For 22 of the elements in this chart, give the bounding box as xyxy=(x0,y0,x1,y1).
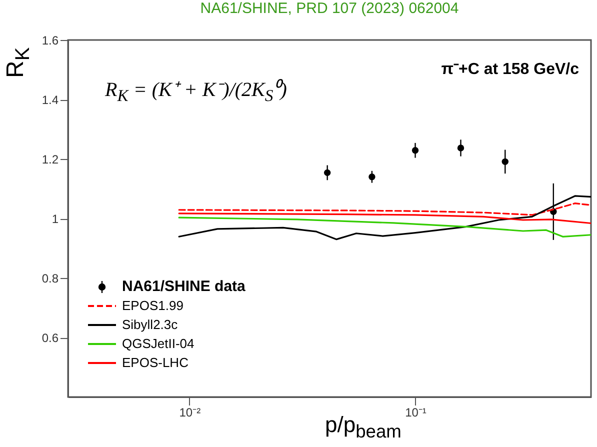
point xyxy=(457,144,464,152)
point xyxy=(324,169,331,176)
legend-label: QGSJetII-04 xyxy=(122,336,194,351)
point xyxy=(412,147,419,154)
y-tick-label: 1 xyxy=(52,212,59,226)
y-tick-label: 1.4 xyxy=(42,93,59,107)
x-tick-label: 10⁻² xyxy=(179,406,201,420)
legend-label: Sibyll2.3c xyxy=(122,317,178,332)
legend-label: EPOS-LHC xyxy=(122,355,188,370)
y-tick-label: 1.2 xyxy=(42,152,59,166)
x-tick-label: 10⁻¹ xyxy=(405,406,426,420)
point xyxy=(368,174,376,180)
annotation: R$_{K}$ = (K⁺ + K⁻)/(2K$_{S}$⁰) xyxy=(105,78,287,106)
x-axis-title: p/p$_{beam}$ xyxy=(325,412,402,442)
y-tick-label: 0.6 xyxy=(42,331,59,345)
y-tick-label: 0.8 xyxy=(42,272,59,286)
point xyxy=(502,158,508,166)
legend-label: NA61/SHINE data xyxy=(122,278,246,295)
annotation: π⁻+C at 158 GeV/c xyxy=(441,60,579,79)
y-tick-label: 1.6 xyxy=(42,34,59,48)
legend-label: EPOS1.99 xyxy=(122,298,184,313)
chart-title: NA61/SHINE, PRD 107 (2023) 062004 xyxy=(200,0,459,17)
